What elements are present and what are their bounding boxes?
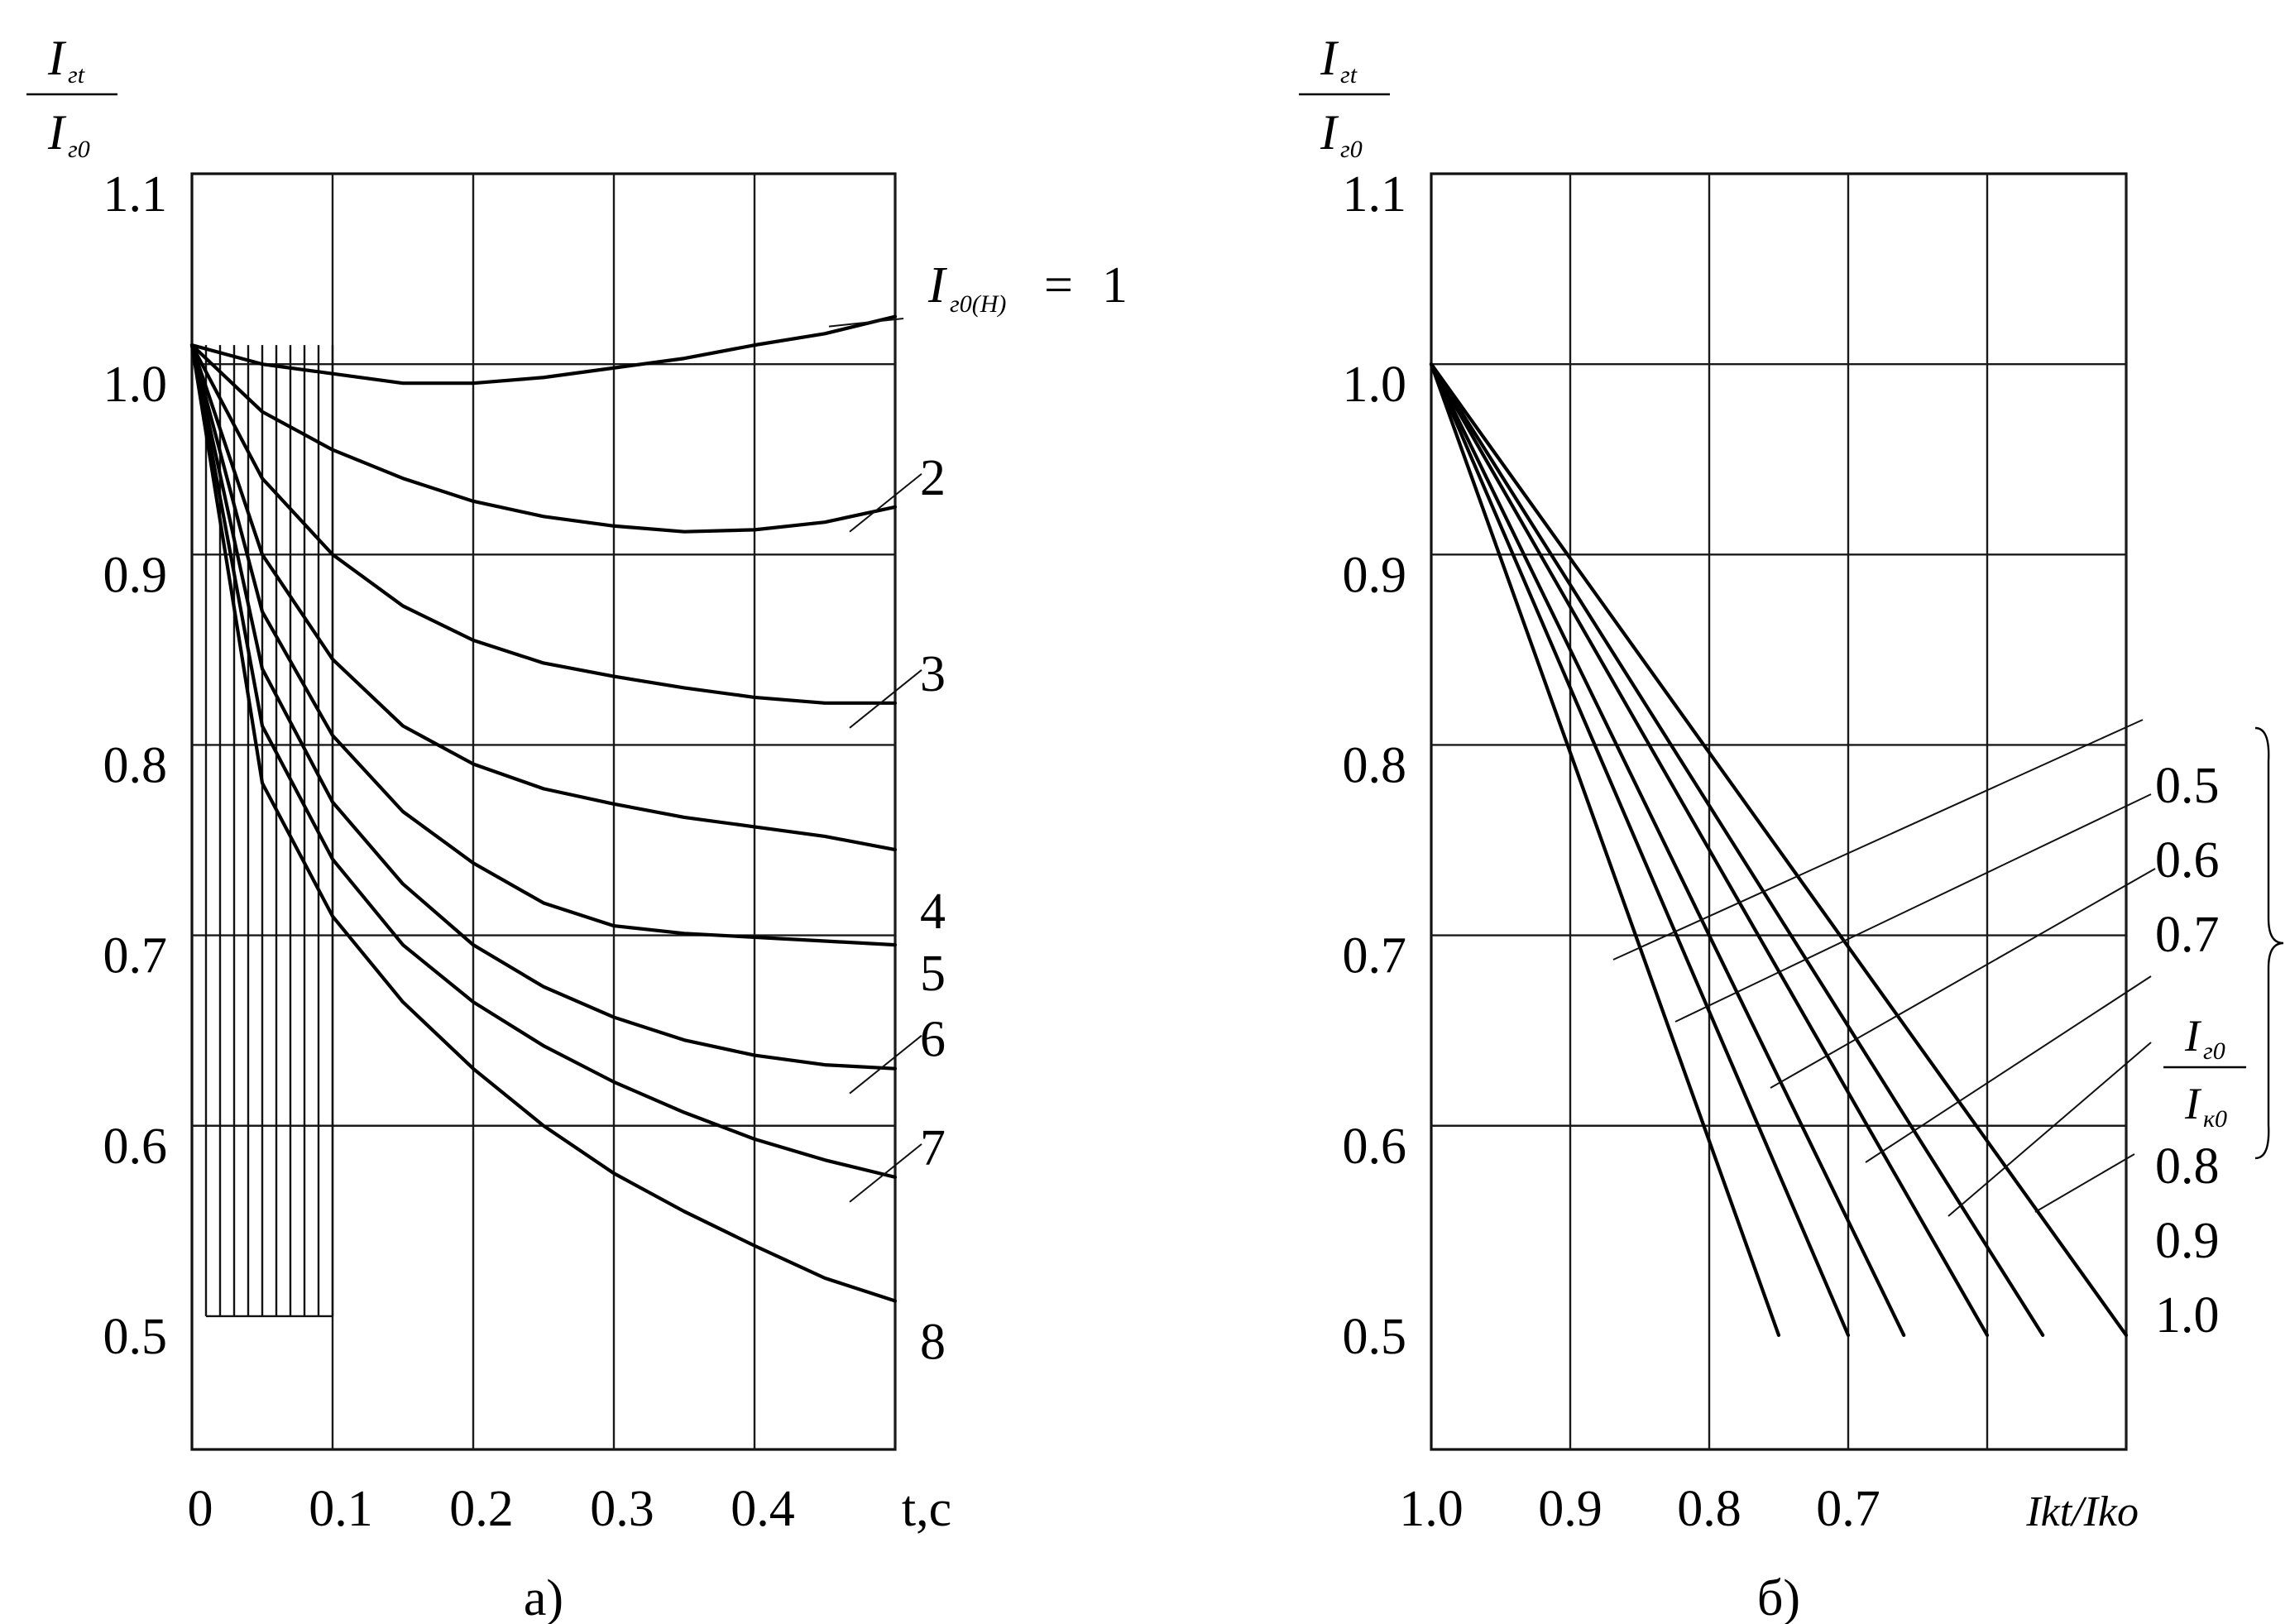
series-label: 0.9 (2155, 1213, 2220, 1269)
series-leader-2 (849, 472, 922, 533)
y-tick-label: 1.0 (103, 357, 168, 413)
series-leader-0.7 (1770, 868, 2156, 1089)
x-tick-label: 1.0 (1399, 1481, 1464, 1537)
y-tick-label: 0.8 (103, 737, 168, 793)
series-leader-6 (849, 1034, 922, 1095)
series-leader-1.0 (2034, 1153, 2135, 1213)
panel-a: 1.11.00.90.80.70.60.50 0.1 0.2 0.3 0.4I гtI г0… (26, 31, 1128, 1624)
series-label: 5 (920, 946, 946, 1002)
y-axis-label-den-sub: г0 (1340, 136, 1363, 163)
y-axis-label-num-main: I (1320, 31, 1339, 85)
y-tick-label: 0.9 (103, 547, 168, 603)
series-0.9-line (1429, 362, 1851, 1338)
series-label: 0.5 (2155, 758, 2220, 814)
panel-label: а) (524, 1570, 563, 1624)
series-label: 1 (1102, 257, 1128, 314)
series-6-line (189, 343, 898, 1071)
y-tick-label: 0.7 (103, 928, 168, 984)
y-axis-label-den-main: I (47, 105, 67, 160)
param-num-main: I (2184, 1011, 2202, 1061)
y-tick-label: 1.0 (1343, 357, 1407, 413)
y-tick-label: 0.8 (1343, 737, 1407, 793)
series-label: 0.6 (2155, 832, 2220, 889)
param-num-sub: г0 (2203, 1037, 2225, 1065)
series-label: 8 (920, 1314, 946, 1370)
series-2-line (189, 343, 898, 534)
series-3-line (189, 343, 898, 705)
series-leader-7 (849, 1143, 922, 1203)
y-axis-label-num-main: I (47, 31, 67, 85)
y-axis-label-den-sub: г0 (68, 136, 90, 163)
series-label: 3 (920, 646, 946, 702)
series-5-line (189, 343, 898, 947)
series-prefix-suffix: = (1044, 257, 1073, 314)
series-0.6-line (1429, 362, 2045, 1338)
series-label: 0.8 (2155, 1138, 2220, 1195)
series-0.7-line (1429, 362, 1990, 1338)
y-tick-label: 0.9 (1343, 547, 1407, 603)
series-prefix-main: I (927, 257, 948, 314)
y-tick-label: 0.7 (1343, 928, 1407, 984)
series-label: 4 (920, 884, 946, 940)
series-leader-0.6 (1674, 793, 2152, 1023)
x-tick-label: 0.8 (1677, 1481, 1741, 1537)
y-tick-label: 1.1 (103, 166, 168, 223)
x-tick-label: 0.3 (590, 1481, 654, 1537)
series-leader-0.5 (1612, 719, 2144, 961)
x-tick-label: 0.2 (449, 1481, 514, 1537)
y-tick-label: 0.6 (103, 1119, 168, 1175)
panel-label: б) (1757, 1570, 1800, 1624)
param-den-main: I (2184, 1079, 2202, 1128)
y-tick-label: 0.5 (1343, 1309, 1407, 1365)
series-label: 2 (920, 450, 946, 506)
y-tick-label: 1.1 (1343, 166, 1407, 223)
x-tick-label: 0 (188, 1481, 213, 1537)
x-tick-label: 0.7 (1816, 1481, 1880, 1537)
x-axis-label: t,с (902, 1481, 951, 1537)
x-tick-label: 0.1 (309, 1481, 373, 1537)
series-label: 1.0 (2155, 1287, 2220, 1344)
x-tick-label: 0.9 (1538, 1481, 1603, 1537)
x-axis-label: Ikt/Iko (2025, 1488, 2139, 1535)
series-leader-0.9 (1947, 1042, 2152, 1217)
series-prefix-sub: г0(Н) (950, 290, 1006, 318)
series-1.0-line (1429, 362, 1781, 1338)
series-4-line (189, 343, 898, 852)
param-den-sub: к0 (2203, 1105, 2227, 1133)
series-leader-3 (849, 669, 922, 729)
series-1-leader (828, 318, 904, 328)
series-8-line (189, 343, 898, 1303)
y-tick-label: 0.5 (103, 1309, 168, 1365)
y-axis-label-den-main: I (1320, 105, 1339, 160)
series-leader-0.8 (1865, 975, 2152, 1163)
series-label: 6 (920, 1012, 946, 1068)
series-label: 0.7 (2155, 907, 2220, 963)
y-axis-label-num-sub: гt (68, 61, 85, 89)
series-1-line (189, 314, 898, 386)
series-0.8-line (1429, 362, 1906, 1338)
y-axis-label-num-sub: гt (1340, 61, 1358, 89)
panel-b: 1.11.00.90.80.70.60.51.0 0.9 0.8 0.7I гtI г0б… (1299, 31, 2284, 1624)
x-tick-label: 0.4 (731, 1481, 795, 1537)
series-label: 7 (920, 1120, 946, 1176)
bracket-brace (2254, 726, 2284, 1160)
series-7-line (189, 343, 898, 1179)
y-tick-label: 0.6 (1343, 1119, 1407, 1175)
series-0.5-line (1429, 362, 2129, 1338)
